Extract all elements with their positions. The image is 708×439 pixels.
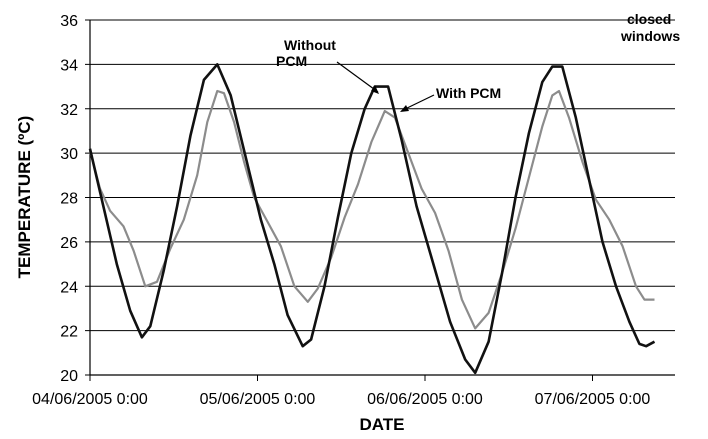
series-line-without-pcm [88,63,656,375]
annotation-without-pcm-arrowhead [371,85,379,94]
x-tick-label: 06/06/2005 0:00 [367,391,483,408]
gridlines [85,19,675,376]
x-tick-label: 05/06/2005 0:00 [200,391,316,408]
x-tick-label: 07/06/2005 0:00 [535,391,651,408]
x-axis-title: DATE [359,415,404,434]
y-tick-label: 24 [60,279,78,296]
axes [89,20,675,376]
annotation-with-pcm-arrowhead [400,105,409,112]
y-tick-label: 20 [60,368,78,385]
y-tick-label: 36 [60,13,78,30]
annotation-closed-windows-line1: closed [627,11,671,27]
annotation-with-pcm: With PCM [436,85,501,101]
y-tick-label: 34 [60,57,78,74]
x-tick-labels: 04/06/2005 0:00 05/06/2005 0:00 06/06/2005… [32,375,650,408]
y-tick-label: 26 [60,235,78,252]
y-tick-labels: 20 22 24 26 28 30 32 34 36 [60,13,78,385]
annotation-closed-windows-line2: windows [620,28,680,44]
y-tick-label: 30 [60,146,78,163]
x-tick-label: 04/06/2005 0:00 [32,391,148,408]
series-lines [88,63,656,375]
y-axis-title: TEMPERATURE (ºC) [15,116,34,279]
series-line-with-pcm [88,89,655,330]
annotation-without-pcm-line2: PCM [276,53,307,69]
y-tick-label: 22 [60,324,78,341]
y-tick-label: 32 [60,102,78,119]
annotation-without-pcm-arrow [336,61,379,93]
annotation-with-pcm-arrow [402,94,435,111]
y-tick-label: 28 [60,191,78,208]
annotation-without-pcm-line1: Without [284,37,336,53]
